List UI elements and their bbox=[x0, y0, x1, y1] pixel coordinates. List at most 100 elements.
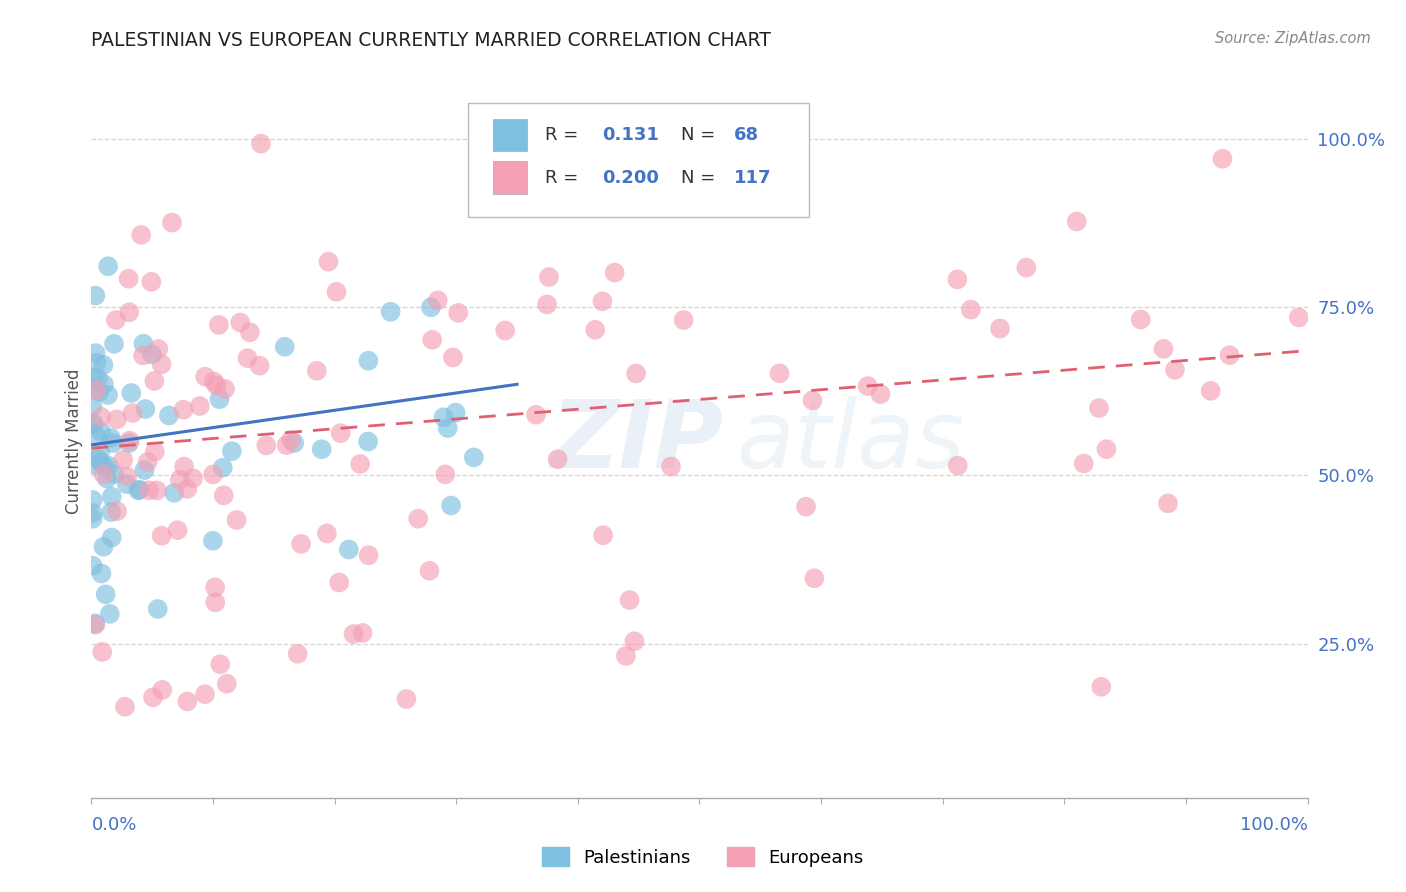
Point bbox=[87, 451, 110, 466]
Point bbox=[342, 627, 364, 641]
Point bbox=[583, 323, 606, 337]
Point bbox=[305, 364, 328, 378]
Point bbox=[150, 528, 173, 542]
Point bbox=[150, 357, 173, 371]
Point bbox=[672, 313, 695, 327]
Point bbox=[536, 297, 558, 311]
Point bbox=[659, 459, 682, 474]
Point bbox=[1199, 384, 1222, 398]
Point bbox=[141, 275, 163, 289]
Point bbox=[112, 453, 135, 467]
Point bbox=[90, 409, 112, 424]
Text: 0.131: 0.131 bbox=[602, 126, 659, 144]
Point bbox=[90, 455, 112, 469]
Point bbox=[624, 367, 647, 381]
Point bbox=[202, 375, 225, 389]
Point bbox=[1219, 348, 1241, 362]
Point bbox=[176, 694, 198, 708]
Point bbox=[946, 272, 969, 286]
Point bbox=[1288, 310, 1310, 325]
Point bbox=[357, 548, 380, 562]
Point bbox=[146, 602, 169, 616]
Text: R =: R = bbox=[546, 169, 578, 186]
Point bbox=[148, 342, 170, 356]
Point bbox=[160, 215, 183, 229]
Point bbox=[166, 523, 188, 537]
Point bbox=[98, 607, 121, 621]
Point bbox=[82, 492, 104, 507]
Bar bbox=[492, 119, 527, 151]
Point bbox=[136, 455, 159, 469]
Point bbox=[1088, 401, 1111, 415]
Point bbox=[97, 388, 120, 402]
Point bbox=[524, 408, 547, 422]
Point bbox=[794, 500, 817, 514]
Point bbox=[103, 467, 125, 481]
Point bbox=[352, 626, 374, 640]
Legend: Palestinians, Europeans: Palestinians, Europeans bbox=[534, 840, 872, 874]
Text: 100.0%: 100.0% bbox=[1240, 816, 1308, 834]
Point bbox=[221, 444, 243, 458]
Point bbox=[169, 473, 191, 487]
Point bbox=[215, 676, 238, 690]
Point bbox=[406, 511, 429, 525]
Point bbox=[204, 580, 226, 594]
Point bbox=[83, 458, 105, 472]
Point bbox=[801, 393, 824, 408]
Point bbox=[172, 402, 194, 417]
Point bbox=[84, 288, 107, 302]
Point bbox=[337, 542, 360, 557]
Point bbox=[132, 336, 155, 351]
Point bbox=[188, 399, 211, 413]
Point bbox=[163, 485, 186, 500]
Point bbox=[181, 471, 204, 485]
Point bbox=[118, 434, 141, 448]
Text: N =: N = bbox=[682, 126, 716, 144]
Point bbox=[86, 356, 108, 370]
Point bbox=[623, 634, 645, 648]
Point bbox=[208, 392, 231, 407]
Point bbox=[117, 469, 139, 483]
Point bbox=[204, 595, 226, 609]
Text: 0.200: 0.200 bbox=[602, 169, 659, 186]
Text: PALESTINIAN VS EUROPEAN CURRENTLY MARRIED CORRELATION CHART: PALESTINIAN VS EUROPEAN CURRENTLY MARRIE… bbox=[91, 31, 772, 50]
Point bbox=[90, 425, 112, 439]
Point bbox=[121, 406, 143, 420]
Point bbox=[283, 436, 305, 450]
Point bbox=[89, 384, 111, 399]
Point bbox=[138, 483, 160, 498]
Point bbox=[426, 293, 449, 308]
Point bbox=[432, 410, 454, 425]
Point bbox=[329, 426, 352, 441]
Point bbox=[93, 377, 115, 392]
Point bbox=[419, 300, 441, 314]
Point bbox=[105, 412, 128, 426]
Text: Source: ZipAtlas.com: Source: ZipAtlas.com bbox=[1215, 31, 1371, 46]
Point bbox=[254, 438, 277, 452]
Point bbox=[120, 386, 142, 401]
Point bbox=[118, 305, 141, 319]
Point bbox=[94, 460, 117, 475]
Point bbox=[96, 472, 118, 486]
Point bbox=[214, 382, 236, 396]
Point bbox=[249, 359, 271, 373]
Point bbox=[82, 381, 104, 395]
Point bbox=[434, 467, 457, 482]
Point bbox=[101, 436, 124, 450]
Point bbox=[856, 379, 879, 393]
Point bbox=[1129, 312, 1152, 326]
Point bbox=[117, 271, 139, 285]
Point bbox=[325, 285, 347, 299]
Point bbox=[93, 540, 115, 554]
Point bbox=[960, 302, 983, 317]
Point bbox=[143, 374, 166, 388]
Point bbox=[280, 433, 302, 447]
Point bbox=[1073, 457, 1095, 471]
Point bbox=[91, 645, 114, 659]
Point bbox=[229, 316, 252, 330]
Point bbox=[494, 323, 516, 337]
Point bbox=[1164, 363, 1187, 377]
Point bbox=[142, 690, 165, 705]
Point bbox=[194, 369, 217, 384]
Point bbox=[436, 421, 458, 435]
